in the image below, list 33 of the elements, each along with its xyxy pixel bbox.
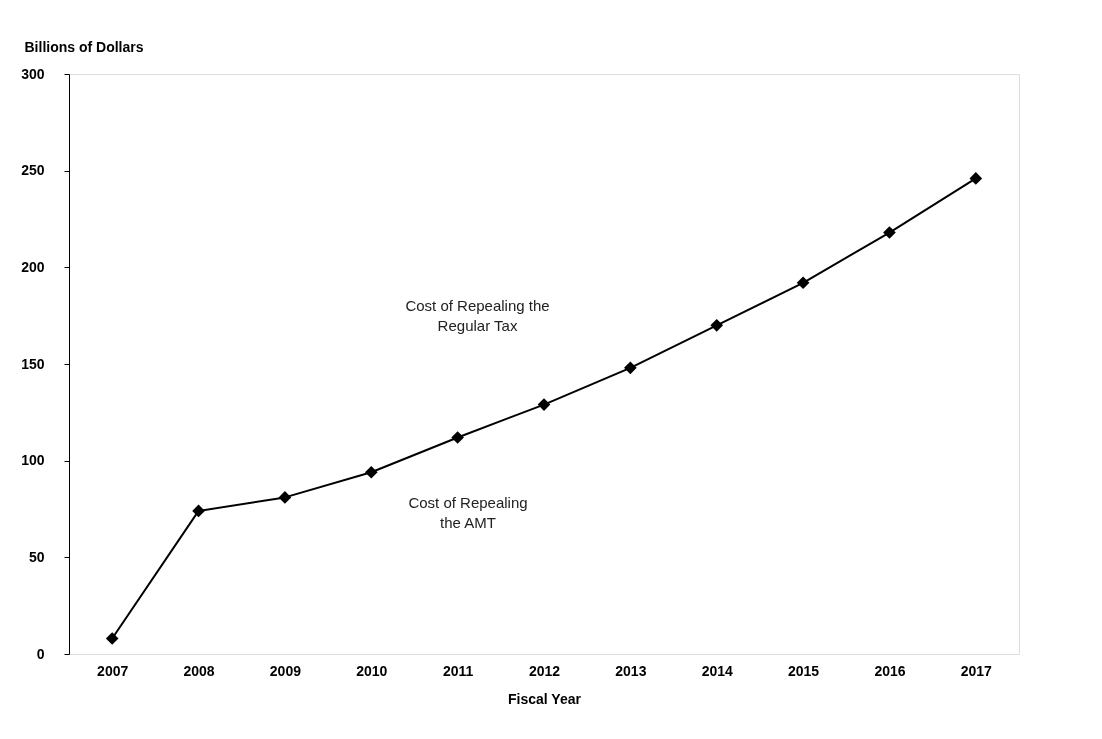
point xyxy=(364,465,378,479)
annotation: Cost of Repealing the Regular Tax xyxy=(405,297,550,334)
x-tick-label: 2009 xyxy=(269,662,302,679)
annotation: Cost of Repealing the AMT xyxy=(408,494,528,532)
y-axis-title: Billions of Dollars xyxy=(24,38,144,55)
point xyxy=(105,632,119,645)
point xyxy=(278,491,292,504)
point xyxy=(451,431,464,444)
point xyxy=(537,398,551,411)
x-tick-label: 2016 xyxy=(874,662,906,679)
y-tick-label: 250 xyxy=(21,162,45,179)
x-tick-label: 2012 xyxy=(528,662,561,679)
x-tick-label: 2011 xyxy=(442,662,474,679)
point xyxy=(969,172,983,185)
x-tick-label: 2010 xyxy=(356,662,388,679)
x-tick-label: 2014 xyxy=(701,662,734,679)
x-tick-label: 2017 xyxy=(960,662,993,679)
point xyxy=(192,504,205,518)
x-tick-label: 2007 xyxy=(97,662,129,679)
y-tick-label: 150 xyxy=(21,355,45,372)
x-tick-label: 2008 xyxy=(183,662,215,679)
point xyxy=(624,361,637,375)
x-axis-title: Fiscal Year xyxy=(508,690,582,707)
y-tick-label: 50 xyxy=(28,548,45,565)
y-tick-label: 300 xyxy=(21,65,45,82)
point xyxy=(883,226,896,239)
point xyxy=(796,276,810,290)
x-tick-label: 2015 xyxy=(788,662,820,679)
y-tick-label: 100 xyxy=(21,452,45,469)
y-tick-label: 0 xyxy=(36,645,45,662)
point xyxy=(710,319,724,332)
x-tick-label: 2013 xyxy=(615,662,647,679)
y-tick-label: 200 xyxy=(21,258,45,275)
